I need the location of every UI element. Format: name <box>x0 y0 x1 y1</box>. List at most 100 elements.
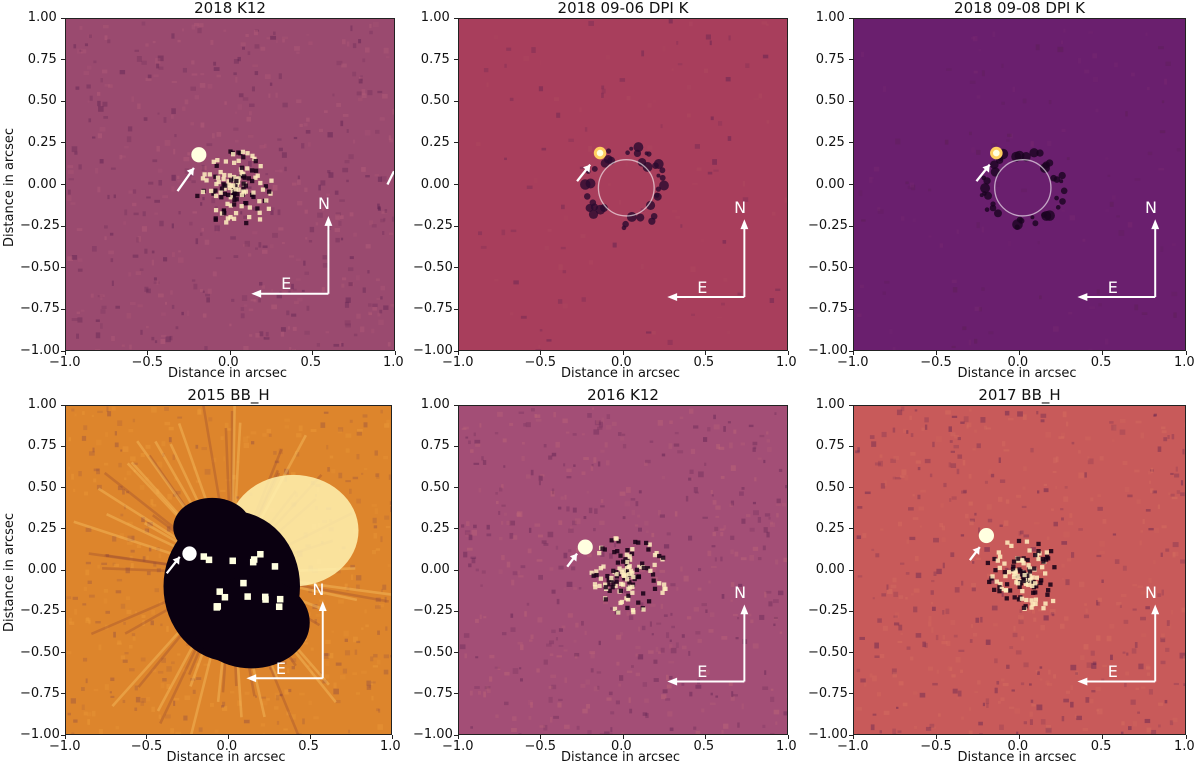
y-tick-label: −1.00 <box>808 727 848 742</box>
y-tick-label: −0.75 <box>20 685 60 701</box>
x-tick-label: −0.5 <box>130 739 163 754</box>
x-tick <box>394 351 396 355</box>
compass-north-label: N <box>734 197 747 217</box>
y-tick-label: 0.75 <box>27 438 57 454</box>
y-tick <box>454 142 458 144</box>
y-tick <box>61 528 65 530</box>
companion-source <box>978 528 995 544</box>
y-tick-label: 0.50 <box>420 93 450 109</box>
x-tick <box>228 735 229 739</box>
y-tick <box>454 569 458 571</box>
y-tick-label: −1.00 <box>808 343 848 358</box>
x-tick-label: −1.0 <box>442 355 474 370</box>
coronagraph-image <box>458 405 788 735</box>
x-tick <box>787 735 789 739</box>
x-tick <box>852 735 854 739</box>
x-tick <box>787 351 789 355</box>
x-axis-title: Distance in arcsec <box>561 750 681 765</box>
y-tick <box>454 184 458 185</box>
edge-arrow <box>386 170 394 186</box>
y-tick <box>849 350 853 352</box>
x-tick <box>229 351 231 355</box>
compass <box>251 215 333 298</box>
y-tick <box>61 404 65 406</box>
y-tick <box>849 142 853 144</box>
panel-title: 2017 BB_H <box>978 386 1061 404</box>
mask-edge <box>597 159 655 217</box>
y-tick-label: 0.00 <box>420 176 450 192</box>
y-tick <box>849 652 853 653</box>
y-tick-label: 0.00 <box>420 562 450 577</box>
x-tick-label: 0.0 <box>611 355 632 370</box>
coronagraph-image <box>853 18 1186 351</box>
compass-north-label: N <box>318 194 331 214</box>
y-tick-label: −0.25 <box>413 603 453 619</box>
y-tick-label: 0.25 <box>420 520 450 536</box>
y-tick-label: −0.25 <box>20 218 60 234</box>
coronagraph-image <box>65 405 392 735</box>
y-tick <box>849 528 853 530</box>
y-tick-label: 0.50 <box>27 93 57 109</box>
coronagraph-image <box>65 18 395 351</box>
x-tick-label: 0.5 <box>693 739 715 754</box>
companion-source <box>191 147 207 163</box>
x-tick-label: 0.5 <box>1090 355 1112 370</box>
compass-north-label: N <box>1145 197 1157 217</box>
compass-east-label: E <box>275 659 286 679</box>
y-tick-label: 0.50 <box>815 93 845 109</box>
y-tick-label: −0.75 <box>20 301 60 317</box>
panel-title: 2015 BB_H <box>187 386 270 404</box>
y-tick-label: 0.25 <box>27 134 57 150</box>
y-tick-label: −1.00 <box>413 727 453 742</box>
y-tick <box>849 404 853 406</box>
y-tick <box>849 308 853 310</box>
x-tick-label: 0.0 <box>216 739 238 754</box>
y-tick <box>61 693 65 695</box>
y-tick <box>454 693 458 695</box>
compass <box>1077 604 1160 686</box>
x-tick-label: −0.5 <box>524 739 557 754</box>
x-tick-label: 0.5 <box>300 355 322 370</box>
x-tick-label: 0.0 <box>1007 739 1029 754</box>
panel-title: 2018 09-08 DPI K <box>954 0 1085 17</box>
x-tick <box>64 351 66 355</box>
y-tick-label: −0.75 <box>413 301 453 317</box>
y-tick-label: 0.00 <box>815 176 845 192</box>
y-tick-label: 0.00 <box>815 562 845 577</box>
y-tick-label: 0.75 <box>27 51 57 67</box>
compass <box>246 601 327 683</box>
y-tick-label: −0.75 <box>413 685 453 701</box>
x-tick-label: −1.0 <box>49 355 81 370</box>
compass-east-label: E <box>697 277 708 297</box>
x-tick <box>540 351 541 355</box>
y-tick <box>61 59 65 61</box>
y-tick <box>61 652 65 653</box>
y-tick-label: −0.25 <box>808 603 848 619</box>
coronagraph-image <box>853 405 1186 735</box>
y-tick <box>849 610 853 612</box>
x-tick-label: −0.5 <box>131 355 164 370</box>
compass <box>1077 219 1160 302</box>
y-tick <box>454 528 458 530</box>
y-tick-label: −1.00 <box>20 343 60 358</box>
x-tick-label: −1.0 <box>442 739 474 754</box>
x-tick <box>64 735 66 739</box>
y-tick <box>849 59 853 61</box>
y-tick <box>849 184 853 185</box>
x-tick-label: −1.0 <box>837 355 869 370</box>
y-tick <box>849 487 853 488</box>
y-tick <box>454 487 458 488</box>
y-tick-label: 0.25 <box>815 520 845 536</box>
y-tick <box>61 267 65 269</box>
y-tick <box>61 610 65 612</box>
x-axis-title: Distance in arcsec <box>168 366 288 381</box>
x-tick <box>622 351 624 355</box>
x-tick-label: 0.5 <box>1090 739 1112 754</box>
x-tick <box>312 351 313 355</box>
y-tick-label: 0.75 <box>420 51 450 67</box>
y-tick <box>61 142 65 144</box>
y-tick <box>454 59 458 61</box>
y-tick <box>61 350 65 352</box>
y-tick-label: 0.50 <box>420 479 450 495</box>
y-tick <box>61 487 65 488</box>
